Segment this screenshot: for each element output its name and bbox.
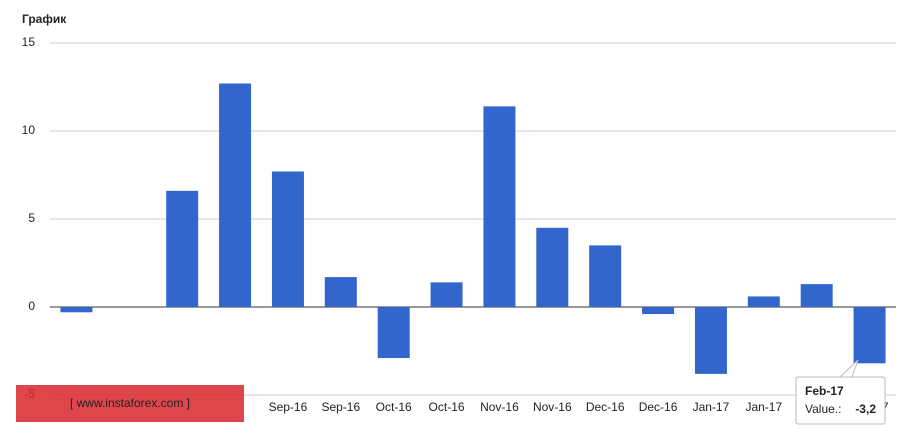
y-tick-label: 15 (22, 35, 36, 49)
x-tick-label: Jan-17 (745, 400, 782, 414)
y-tick-label: 0 (28, 299, 35, 313)
bar (430, 282, 463, 307)
bar (377, 307, 410, 359)
x-tick-label: Oct-16 (429, 400, 465, 414)
bar (271, 171, 304, 307)
bar (324, 277, 357, 307)
bar (853, 307, 886, 364)
x-tick-label: Jan-17 (693, 400, 730, 414)
x-tick-label: Nov-16 (533, 400, 572, 414)
x-tick-label: Sep-16 (321, 400, 360, 414)
x-tick-label: Sep-16 (269, 400, 308, 414)
bar (589, 245, 622, 307)
watermark: [ www.instaforex.com ] (70, 396, 190, 410)
bar (166, 190, 199, 307)
bar (694, 307, 727, 374)
chart-title: График (22, 12, 67, 26)
bar (747, 296, 780, 307)
bar (536, 227, 569, 307)
tooltip-label: Value.: (805, 402, 841, 416)
x-tick-label: Dec-16 (639, 400, 678, 414)
tooltip-title: Feb-17 (805, 384, 844, 398)
watermark-box (16, 385, 244, 422)
x-tick-label: Oct-16 (376, 400, 412, 414)
bar (800, 284, 833, 307)
bar (219, 83, 252, 307)
x-tick-label: Dec-16 (586, 400, 625, 414)
y-tick-label: 10 (22, 123, 36, 137)
y-tick-label: 5 (28, 211, 35, 225)
tooltip-value: -3,2 (855, 402, 876, 416)
x-tick-label: Nov-16 (480, 400, 519, 414)
bar (483, 106, 516, 307)
bar (642, 307, 675, 315)
tooltip: Feb-17 Value.: -3,2 (795, 359, 886, 425)
tooltip-pointer (838, 359, 859, 378)
bar (60, 307, 93, 313)
